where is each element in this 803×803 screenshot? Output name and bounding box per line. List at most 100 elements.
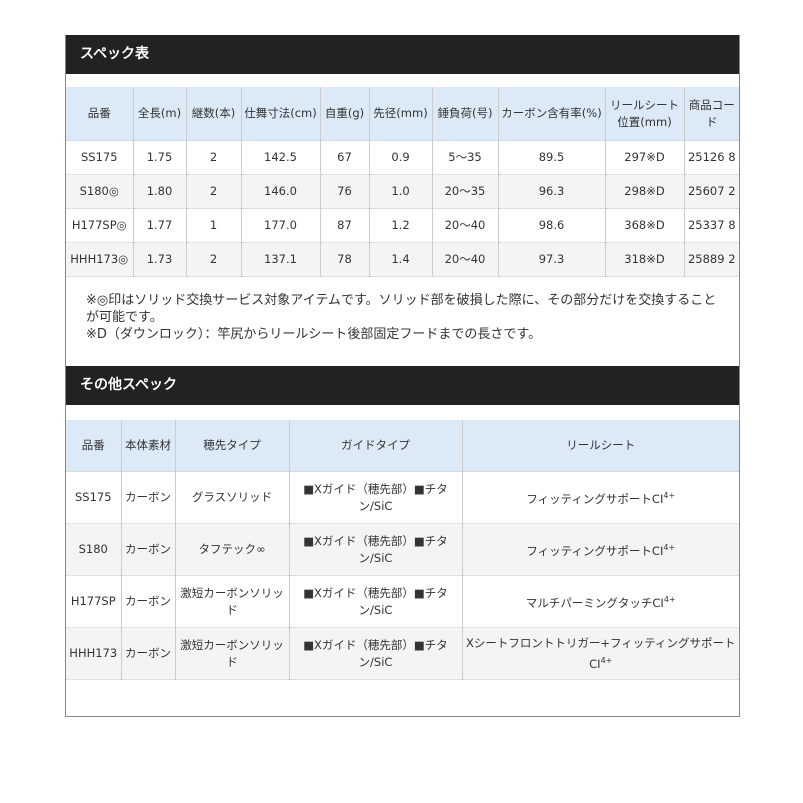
table-cell: 137.1	[240, 242, 320, 277]
table-cell: カーボン	[120, 575, 175, 628]
table-cell: ■Xガイド（穂先部）■チタン/SiC	[288, 523, 462, 576]
reel-seat-superscript: 4+	[600, 655, 613, 665]
note-solid: ※◎印はソリッド交換サービス対象アイテムです。ソリッド部を破損した際に、その部分…	[86, 293, 717, 325]
spec-table: 品番 全長(m) 継数(本) 仕舞寸法(cm) 自重(g) 先径(mm) 錘負荷(号) カーボ…	[66, 87, 739, 277]
column-header: 品番	[66, 87, 133, 141]
table-cell: Xシートフロントトリガー+フィッティングサポートCI4+	[461, 627, 739, 680]
table-cell: H177SP	[66, 575, 121, 628]
table-cell: 20〜40	[431, 208, 498, 243]
table-row: H177SP◎ 1.77 1 177.0 87 1.2 20〜40 98.6 368※D 2533…	[66, 208, 739, 243]
column-header: 自重(g)	[319, 87, 369, 141]
table-cell: 297※D	[604, 140, 684, 175]
table-cell: 激短カーボンソリッド	[174, 575, 289, 628]
table-row: SS175 1.75 2 142.5 67 0.9 5〜35 89.5 297※D 25126 8	[66, 140, 739, 175]
table-cell: 1.75	[132, 140, 186, 175]
reel-seat-name: フィッティングサポートCI	[526, 491, 664, 506]
table-row: H177SP カーボン 激短カーボンソリッド ■Xガイド（穂先部）■チタン/SiC マル…	[66, 575, 739, 628]
column-header: 本体素材	[120, 420, 175, 472]
table-cell: カーボン	[120, 471, 175, 524]
reel-seat-name: フィッティングサポートCI	[526, 543, 664, 558]
reel-seat-superscript: 4+	[663, 491, 676, 501]
table-cell: 67	[319, 140, 369, 175]
table-cell: 298※D	[604, 174, 684, 209]
table-row: HHH173 カーボン 激短カーボンソリッド ■Xガイド（穂先部）■チタン/SiC Xシ…	[66, 627, 739, 680]
table-cell: 激短カーボンソリッド	[174, 627, 289, 680]
table-cell: 25126 8	[683, 140, 739, 175]
table-cell: SS175	[66, 471, 121, 524]
table-cell: カーボン	[120, 523, 175, 576]
table-cell: 1.4	[368, 242, 432, 277]
table-cell: 78	[319, 242, 369, 277]
spec-title-bar: スペック表	[66, 35, 739, 74]
table-cell: ■Xガイド（穂先部）■チタン/SiC	[288, 575, 462, 628]
table-cell: 25889 2	[683, 242, 739, 277]
table-cell: 96.3	[497, 174, 605, 209]
spec-header-row: 品番 全長(m) 継数(本) 仕舞寸法(cm) 自重(g) 先径(mm) 錘負荷(号) カーボ…	[66, 87, 739, 141]
notes: ※◎印はソリッド交換サービス対象アイテムです。ソリッド部を破損した際に、その部分…	[86, 292, 726, 343]
table-cell: 1	[185, 208, 241, 243]
table-cell: H177SP◎	[66, 208, 133, 243]
table-cell: 97.3	[497, 242, 605, 277]
reel-seat-name: Xシートフロントトリガー+フィッティングサポートCI	[465, 635, 736, 671]
table-cell: S180◎	[66, 174, 133, 209]
reel-seat-superscript: 4+	[663, 543, 676, 553]
table-cell: 1.73	[132, 242, 186, 277]
column-header: 品番	[66, 420, 121, 472]
table-cell: フィッティングサポートCI4+	[461, 471, 739, 524]
table-row: SS175 カーボン グラスソリッド ■Xガイド（穂先部）■チタン/SiC フィッティン…	[66, 471, 739, 524]
table-cell: 318※D	[604, 242, 684, 277]
table-cell: 98.6	[497, 208, 605, 243]
column-header: 穂先タイプ	[174, 420, 289, 472]
table-cell: 25607 2	[683, 174, 739, 209]
table-cell: 25337 8	[683, 208, 739, 243]
table-cell: 2	[185, 242, 241, 277]
column-header: 全長(m)	[132, 87, 186, 141]
table-cell: 2	[185, 140, 241, 175]
table-row: HHH173◎ 1.73 2 137.1 78 1.4 20〜40 97.3 318※D 2588…	[66, 242, 739, 277]
table-row: S180◎ 1.80 2 146.0 76 1.0 20〜35 96.3 298※D 25607 …	[66, 174, 739, 209]
table-cell: ■Xガイド（穂先部）■チタン/SiC	[288, 627, 462, 680]
table-cell: 177.0	[240, 208, 320, 243]
table-cell: 89.5	[497, 140, 605, 175]
table-cell: カーボン	[120, 627, 175, 680]
table-cell: 20〜40	[431, 242, 498, 277]
table-cell: 20〜35	[431, 174, 498, 209]
table-cell: HHH173◎	[66, 242, 133, 277]
table-cell: 1.2	[368, 208, 432, 243]
column-header: 先径(mm)	[368, 87, 432, 141]
other-spec-table: 品番 本体素材 穂先タイプ ガイドタイプ リールシート SS175 カーボン グラスソリッド…	[66, 420, 739, 680]
reel-seat-name: マルチパーミングタッチCI	[525, 595, 664, 610]
column-header: 仕舞寸法(cm)	[240, 87, 320, 141]
column-header: 商品コード	[683, 87, 739, 141]
table-cell: 76	[319, 174, 369, 209]
table-row: S180 カーボン タフテック∞ ■Xガイド（穂先部）■チタン/SiC フィッティングサ…	[66, 523, 739, 576]
table-cell: 368※D	[604, 208, 684, 243]
other-header-row: 品番 本体素材 穂先タイプ ガイドタイプ リールシート	[66, 420, 739, 472]
table-cell: SS175	[66, 140, 133, 175]
table-cell: ■Xガイド（穂先部）■チタン/SiC	[288, 471, 462, 524]
table-cell: 5〜35	[431, 140, 498, 175]
table-cell: S180	[66, 523, 121, 576]
column-header: 継数(本)	[185, 87, 241, 141]
table-cell: マルチパーミングタッチCI4+	[461, 575, 739, 628]
table-cell: 2	[185, 174, 241, 209]
column-header: リールシート	[461, 420, 739, 472]
other-spec-title-bar: その他スペック	[66, 366, 739, 405]
spec-container: スペック表 品番 全長(m) 継数(本) 仕舞寸法(cm) 自重(g) 先径(mm) 錘負荷…	[65, 35, 740, 717]
table-cell: HHH173	[66, 627, 121, 680]
table-cell: 142.5	[240, 140, 320, 175]
table-cell: 146.0	[240, 174, 320, 209]
table-cell: 0.9	[368, 140, 432, 175]
table-cell: 1.0	[368, 174, 432, 209]
column-header: 錘負荷(号)	[431, 87, 498, 141]
table-cell: 1.80	[132, 174, 186, 209]
column-header: ガイドタイプ	[288, 420, 462, 472]
column-header: カーボン含有率(%)	[497, 87, 605, 141]
table-cell: グラスソリッド	[174, 471, 289, 524]
reel-seat-superscript: 4+	[663, 595, 676, 605]
table-cell: タフテック∞	[174, 523, 289, 576]
column-header: リールシート位置(mm)	[604, 87, 684, 141]
table-cell: 87	[319, 208, 369, 243]
table-cell: 1.77	[132, 208, 186, 243]
table-cell: フィッティングサポートCI4+	[461, 523, 739, 576]
